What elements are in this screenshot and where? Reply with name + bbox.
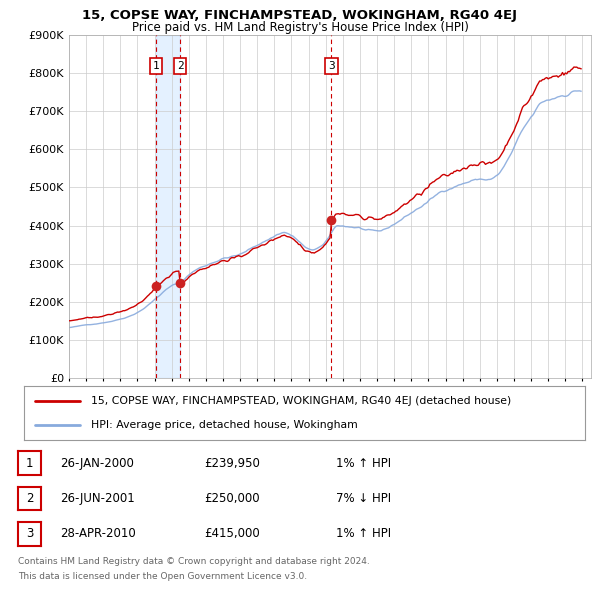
Text: £415,000: £415,000 — [204, 527, 260, 540]
Bar — [156, 35, 180, 378]
Bar — [156, 35, 180, 378]
Text: 15, COPSE WAY, FINCHAMPSTEAD, WOKINGHAM, RG40 4EJ (detached house): 15, COPSE WAY, FINCHAMPSTEAD, WOKINGHAM,… — [91, 396, 512, 406]
Text: 15, COPSE WAY, FINCHAMPSTEAD, WOKINGHAM, RG40 4EJ: 15, COPSE WAY, FINCHAMPSTEAD, WOKINGHAM,… — [83, 9, 517, 22]
Text: 26-JUN-2001: 26-JUN-2001 — [60, 492, 135, 505]
Text: 1: 1 — [26, 457, 33, 470]
Text: 1% ↑ HPI: 1% ↑ HPI — [336, 457, 391, 470]
Text: 2: 2 — [176, 61, 184, 71]
Text: 28-APR-2010: 28-APR-2010 — [60, 527, 136, 540]
Text: 7% ↓ HPI: 7% ↓ HPI — [336, 492, 391, 505]
Text: 2: 2 — [26, 492, 33, 505]
Text: 3: 3 — [26, 527, 33, 540]
Text: Contains HM Land Registry data © Crown copyright and database right 2024.: Contains HM Land Registry data © Crown c… — [18, 558, 370, 566]
Text: HPI: Average price, detached house, Wokingham: HPI: Average price, detached house, Woki… — [91, 420, 358, 430]
Text: £239,950: £239,950 — [204, 457, 260, 470]
Text: 3: 3 — [328, 61, 335, 71]
Text: £250,000: £250,000 — [204, 492, 260, 505]
Text: Price paid vs. HM Land Registry's House Price Index (HPI): Price paid vs. HM Land Registry's House … — [131, 21, 469, 34]
Text: This data is licensed under the Open Government Licence v3.0.: This data is licensed under the Open Gov… — [18, 572, 307, 581]
Text: 1% ↑ HPI: 1% ↑ HPI — [336, 527, 391, 540]
Text: 1: 1 — [152, 61, 159, 71]
Text: 26-JAN-2000: 26-JAN-2000 — [60, 457, 134, 470]
